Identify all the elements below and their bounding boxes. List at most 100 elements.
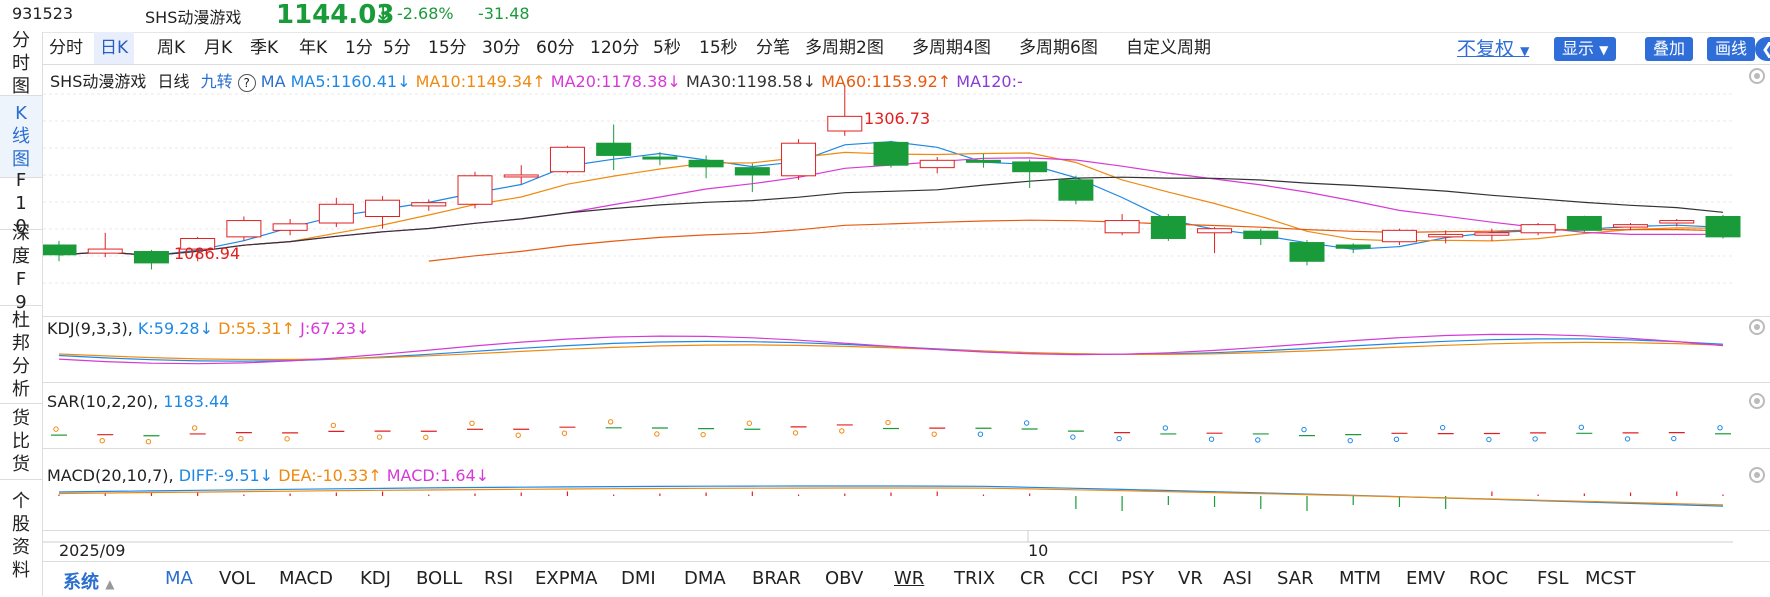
indicator-tab-trix[interactable]: TRIX xyxy=(954,568,996,589)
adjust-dropdown[interactable]: 不复权 ▼ xyxy=(1457,34,1529,61)
sar-dot xyxy=(607,419,614,425)
candle-body xyxy=(596,142,632,156)
main-pane-legend: SHS动漫游戏 日线 九转 ? MA MA5:1160.41↓ MA10:114… xyxy=(50,68,1023,92)
ma10-value: MA10:1149.34↑ xyxy=(415,72,546,91)
sar-dot xyxy=(1023,420,1030,426)
tab-15sec[interactable]: 15秒 xyxy=(699,38,738,58)
tab-120min[interactable]: 120分 xyxy=(590,38,640,58)
indicator-tab-dmi[interactable]: DMI xyxy=(621,568,656,589)
indicator-tab-ma[interactable]: MA xyxy=(165,568,193,589)
ma10-line xyxy=(58,151,1724,257)
sar-dot xyxy=(191,425,198,431)
indicator-tab-rsi[interactable]: RSI xyxy=(484,568,514,589)
indicator-tab-macd[interactable]: MACD xyxy=(279,568,333,589)
current-price: 1144.03 xyxy=(276,0,395,30)
sar-settings-icon[interactable] xyxy=(1749,393,1765,409)
sar-dot xyxy=(1624,436,1631,442)
sar-dot xyxy=(792,430,799,436)
tab-multi-4[interactable]: 多周期4图 xyxy=(912,38,991,58)
candle-body xyxy=(1428,233,1464,238)
collapse-icon[interactable]: ❮ xyxy=(1755,37,1770,61)
indicator-tab-cr[interactable]: CR xyxy=(1020,568,1046,589)
sidebar-item-f10[interactable]: F10 xyxy=(0,170,42,237)
macd-hist-value: MACD:1.64↓ xyxy=(386,466,490,485)
sidebar-item-compare[interactable]: 货比货 xyxy=(0,404,42,480)
tab-timeshare[interactable]: 分时 xyxy=(49,38,83,58)
indicator-tab-obv[interactable]: OBV xyxy=(825,568,864,589)
candle-body xyxy=(503,174,539,178)
candle-body xyxy=(272,223,308,231)
kline-chart[interactable] xyxy=(43,64,1770,561)
indicator-tab-brar[interactable]: BRAR xyxy=(752,568,801,589)
candle-body xyxy=(1381,229,1417,243)
indicator-tab-dma[interactable]: DMA xyxy=(684,568,726,589)
indicator-tab-emv[interactable]: EMV xyxy=(1406,568,1446,589)
indicator-tab-vol[interactable]: VOL xyxy=(219,568,256,589)
tab-1min[interactable]: 1分 xyxy=(345,38,373,58)
overlay-button[interactable]: 叠加 xyxy=(1645,37,1694,61)
chevron-up-icon: ▲ xyxy=(105,577,115,591)
tab-week-k[interactable]: 周K xyxy=(157,38,186,58)
indicator-tab-sar[interactable]: SAR xyxy=(1277,568,1314,589)
help-icon[interactable]: ? xyxy=(237,74,256,92)
kdj-k-value: K:59.28↓ xyxy=(137,319,213,338)
indicator-tab-vr[interactable]: VR xyxy=(1178,568,1203,589)
tab-30min[interactable]: 30分 xyxy=(482,38,521,58)
sar-dot xyxy=(931,431,937,437)
indicator-tab-asi[interactable]: ASI xyxy=(1223,568,1253,589)
candle-body xyxy=(1197,228,1233,234)
tab-quarter-k[interactable]: 季K xyxy=(250,38,279,58)
quote-header: 931523 SHS动漫游戏 1144.03 ↓ -2.68% -31.48 xyxy=(0,0,1770,33)
sidebar-item-depth-f9[interactable]: 深度F9 xyxy=(0,223,42,313)
indicator-tab-fsl[interactable]: FSL xyxy=(1537,568,1569,589)
tab-multi-6[interactable]: 多周期6图 xyxy=(1019,38,1098,58)
indicator-tab-roc[interactable]: ROC xyxy=(1469,568,1509,589)
main-settings-icon[interactable] xyxy=(1749,68,1765,84)
draw-line-button[interactable]: 画线 xyxy=(1707,37,1756,61)
tab-custom-period[interactable]: 自定义周期 xyxy=(1126,38,1211,58)
main-period: 日线 xyxy=(157,72,190,91)
kdj-name[interactable]: KDJ(9,3,3) xyxy=(47,319,128,338)
sar-dot xyxy=(1162,425,1169,431)
tab-15min[interactable]: 15分 xyxy=(428,38,467,58)
indicator-tab-mcst[interactable]: MCST xyxy=(1585,568,1636,589)
ma-label[interactable]: MA xyxy=(260,72,286,91)
tab-5min[interactable]: 5分 xyxy=(383,38,411,58)
system-tab[interactable]: 系统 ▲ xyxy=(63,568,115,594)
display-button[interactable]: 显示 ▼ xyxy=(1554,37,1617,61)
candle-body xyxy=(1659,220,1695,224)
indicator-tab-mtm[interactable]: MTM xyxy=(1339,568,1382,589)
stock-name: SHS动漫游戏 xyxy=(145,8,242,27)
sar-dot xyxy=(1578,424,1585,431)
sar-dot xyxy=(1208,436,1215,442)
indicator-tab-boll[interactable]: BOLL xyxy=(416,568,463,589)
nine-turn-label[interactable]: 九转 xyxy=(200,72,233,91)
indicator-tab-kdj[interactable]: KDJ xyxy=(360,568,391,589)
indicator-tab-psy[interactable]: PSY xyxy=(1121,568,1155,589)
tab-60min[interactable]: 60分 xyxy=(536,38,575,58)
indicator-tab-cci[interactable]: CCI xyxy=(1068,568,1099,589)
sar-dot xyxy=(238,435,244,442)
indicator-tab-wr[interactable]: WR xyxy=(894,568,925,589)
indicator-tab-expma[interactable]: EXPMA xyxy=(535,568,598,589)
macd-name[interactable]: MACD(20,10,7) xyxy=(47,466,169,485)
sidebar-item-kline[interactable]: K线图 xyxy=(0,96,42,178)
sidebar-item-profile[interactable]: 个股资料 xyxy=(0,480,42,596)
tab-year-k[interactable]: 年K xyxy=(299,38,328,58)
tab-5sec[interactable]: 5秒 xyxy=(653,38,681,58)
sidebar-item-dupont[interactable]: 杜邦分析 xyxy=(0,306,42,404)
tab-day-k[interactable]: 日K xyxy=(94,32,135,64)
candle-body xyxy=(919,159,955,169)
chevron-down-icon: ▼ xyxy=(1520,44,1530,58)
macd-settings-icon[interactable] xyxy=(1749,467,1765,483)
sidebar-item-timeshare[interactable]: 分时图 xyxy=(0,30,42,97)
tab-tick[interactable]: 分笔 xyxy=(756,38,790,58)
sidebar-item-label: 分时图 xyxy=(12,30,30,97)
candle-body xyxy=(827,115,863,132)
sar-name[interactable]: SAR(10,2,20) xyxy=(47,392,154,411)
kdj-settings-icon[interactable] xyxy=(1749,319,1765,335)
tab-multi-2[interactable]: 多周期2图 xyxy=(805,38,884,58)
tab-month-k[interactable]: 月K xyxy=(204,38,233,58)
sar-dot xyxy=(885,419,891,426)
change-percent: -2.68% xyxy=(397,4,454,23)
